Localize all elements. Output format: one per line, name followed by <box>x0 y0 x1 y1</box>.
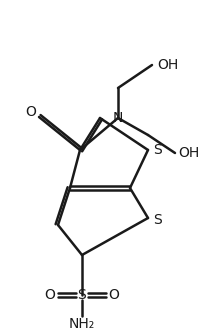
Text: OH: OH <box>157 58 179 72</box>
Text: O: O <box>109 288 119 302</box>
Text: OH: OH <box>178 146 200 160</box>
Text: S: S <box>78 288 86 302</box>
Text: O: O <box>44 288 55 302</box>
Text: S: S <box>153 143 161 157</box>
Text: N: N <box>113 111 123 125</box>
Text: NH₂: NH₂ <box>69 317 95 331</box>
Text: O: O <box>26 105 37 119</box>
Text: S: S <box>153 213 161 227</box>
